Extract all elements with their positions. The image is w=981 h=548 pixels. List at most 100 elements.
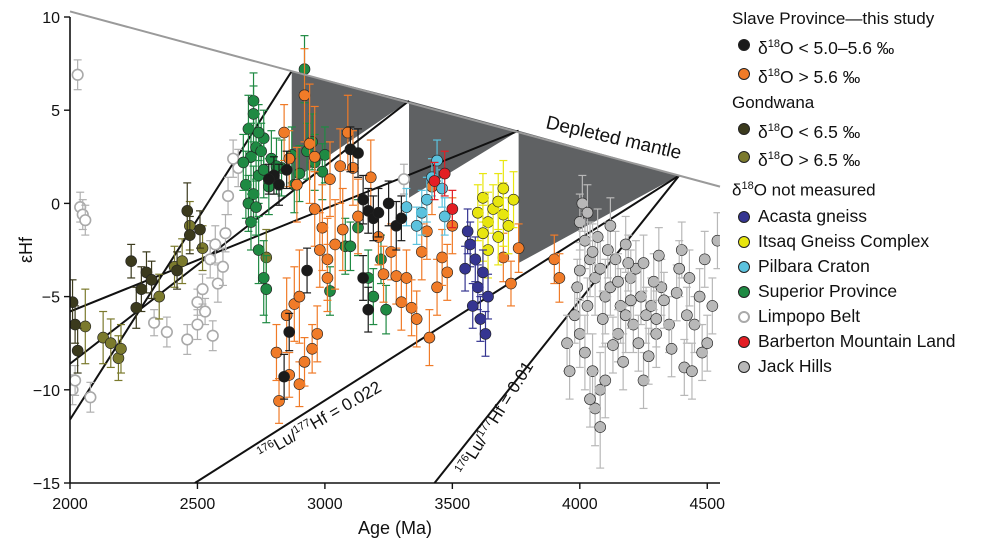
data-point — [415, 206, 428, 219]
data-point — [596, 313, 609, 325]
x-tick-label: 4500 — [689, 496, 725, 513]
data-point — [563, 365, 576, 377]
data-point — [612, 275, 624, 288]
legend-marker-icon — [738, 67, 750, 80]
data-point — [255, 145, 267, 158]
data-point — [344, 240, 357, 253]
data-point — [683, 272, 696, 284]
superscript: 18 — [767, 66, 780, 79]
data-point — [104, 337, 117, 350]
data-point — [334, 160, 346, 172]
data-point — [367, 290, 380, 303]
legend-label: Jack Hills — [758, 355, 832, 376]
shaded-region-3 — [518, 130, 680, 264]
data-point — [698, 253, 711, 266]
data-point — [273, 395, 285, 407]
data-point — [711, 234, 720, 247]
data-point — [252, 126, 265, 139]
data-point — [237, 156, 250, 169]
legend-group-title: Gondwana — [732, 92, 815, 112]
data-point — [624, 294, 637, 307]
data-point — [400, 272, 413, 284]
data-point — [219, 227, 232, 240]
data-point — [441, 266, 454, 279]
data-point — [459, 262, 471, 275]
legend-item: δ18O < 5.0–5.6 ‰ — [738, 34, 981, 59]
data-point — [216, 260, 230, 273]
data-point — [357, 272, 369, 284]
y-tick-label: −10 — [33, 383, 60, 400]
series-slave-hi — [270, 48, 566, 424]
data-point — [260, 283, 273, 295]
data-point — [240, 178, 252, 191]
data-point — [181, 205, 194, 217]
superscript: 18 — [767, 150, 780, 163]
data-point — [380, 303, 392, 316]
data-point — [293, 378, 306, 391]
legend-item: δ18O > 6.5 ‰ — [738, 146, 981, 171]
data-point — [431, 154, 443, 167]
data-point — [319, 149, 331, 161]
data-point — [324, 285, 336, 297]
data-point — [308, 151, 321, 163]
data-point — [647, 275, 660, 288]
data-point — [472, 206, 484, 219]
lu-hf-001-label: 176Lu/177Hf = 0.01 — [452, 358, 537, 478]
data-point — [283, 326, 296, 338]
legend-marker-icon — [738, 151, 750, 164]
data-point — [632, 337, 645, 350]
data-point — [311, 328, 324, 340]
series-acasta — [459, 208, 494, 357]
data-points — [70, 35, 720, 469]
data-point — [293, 167, 306, 180]
evolution-line-01-2 — [433, 174, 680, 483]
superscript: 18 — [767, 121, 780, 134]
data-point — [469, 253, 482, 266]
depleted-mantle-line — [69, 10, 721, 188]
data-point — [431, 281, 443, 294]
data-point — [301, 264, 313, 277]
legend-item: Superior Province — [738, 281, 981, 302]
legend-item: Pilbara Craton — [738, 256, 981, 277]
data-point — [303, 137, 316, 150]
data-point — [298, 356, 311, 368]
data-point — [184, 229, 196, 241]
data-point — [681, 309, 693, 322]
series-barberton — [428, 150, 459, 229]
data-point — [71, 344, 84, 357]
legend-marker-icon — [738, 310, 750, 323]
data-point — [278, 126, 290, 139]
data-point — [428, 175, 441, 187]
data-point — [461, 225, 474, 238]
legend-item: Limpopo Belt — [738, 306, 981, 327]
data-point — [321, 272, 334, 284]
legend-item: Barberton Mountain Land — [738, 331, 981, 352]
data-point — [642, 350, 655, 363]
data-point — [548, 253, 561, 266]
data-point — [70, 374, 82, 387]
data-point — [584, 393, 596, 405]
data-point — [622, 257, 635, 269]
data-point — [604, 219, 617, 232]
x-tick-label: 3500 — [435, 496, 471, 513]
data-point — [352, 147, 364, 159]
data-point — [280, 309, 293, 322]
series-slave-lo — [263, 126, 408, 400]
data-point — [574, 264, 586, 277]
data-point — [336, 223, 349, 236]
data-point — [574, 216, 586, 228]
data-point — [637, 257, 650, 269]
data-point — [619, 238, 632, 251]
legend-label: Limpopo Belt — [758, 305, 861, 326]
data-point — [553, 272, 566, 284]
data-point — [148, 316, 161, 329]
data-point — [247, 108, 260, 120]
data-point — [405, 301, 418, 314]
legend-label: Acasta gneiss — [758, 205, 867, 226]
data-point — [153, 290, 166, 303]
legend-marker-icon — [738, 285, 750, 298]
data-point — [280, 164, 293, 176]
ticks: 2000 2500 3000 3500 4000 4500 −15 −10 −5 0 5 10 — [33, 10, 725, 513]
data-point — [497, 182, 510, 195]
data-point — [252, 244, 265, 256]
